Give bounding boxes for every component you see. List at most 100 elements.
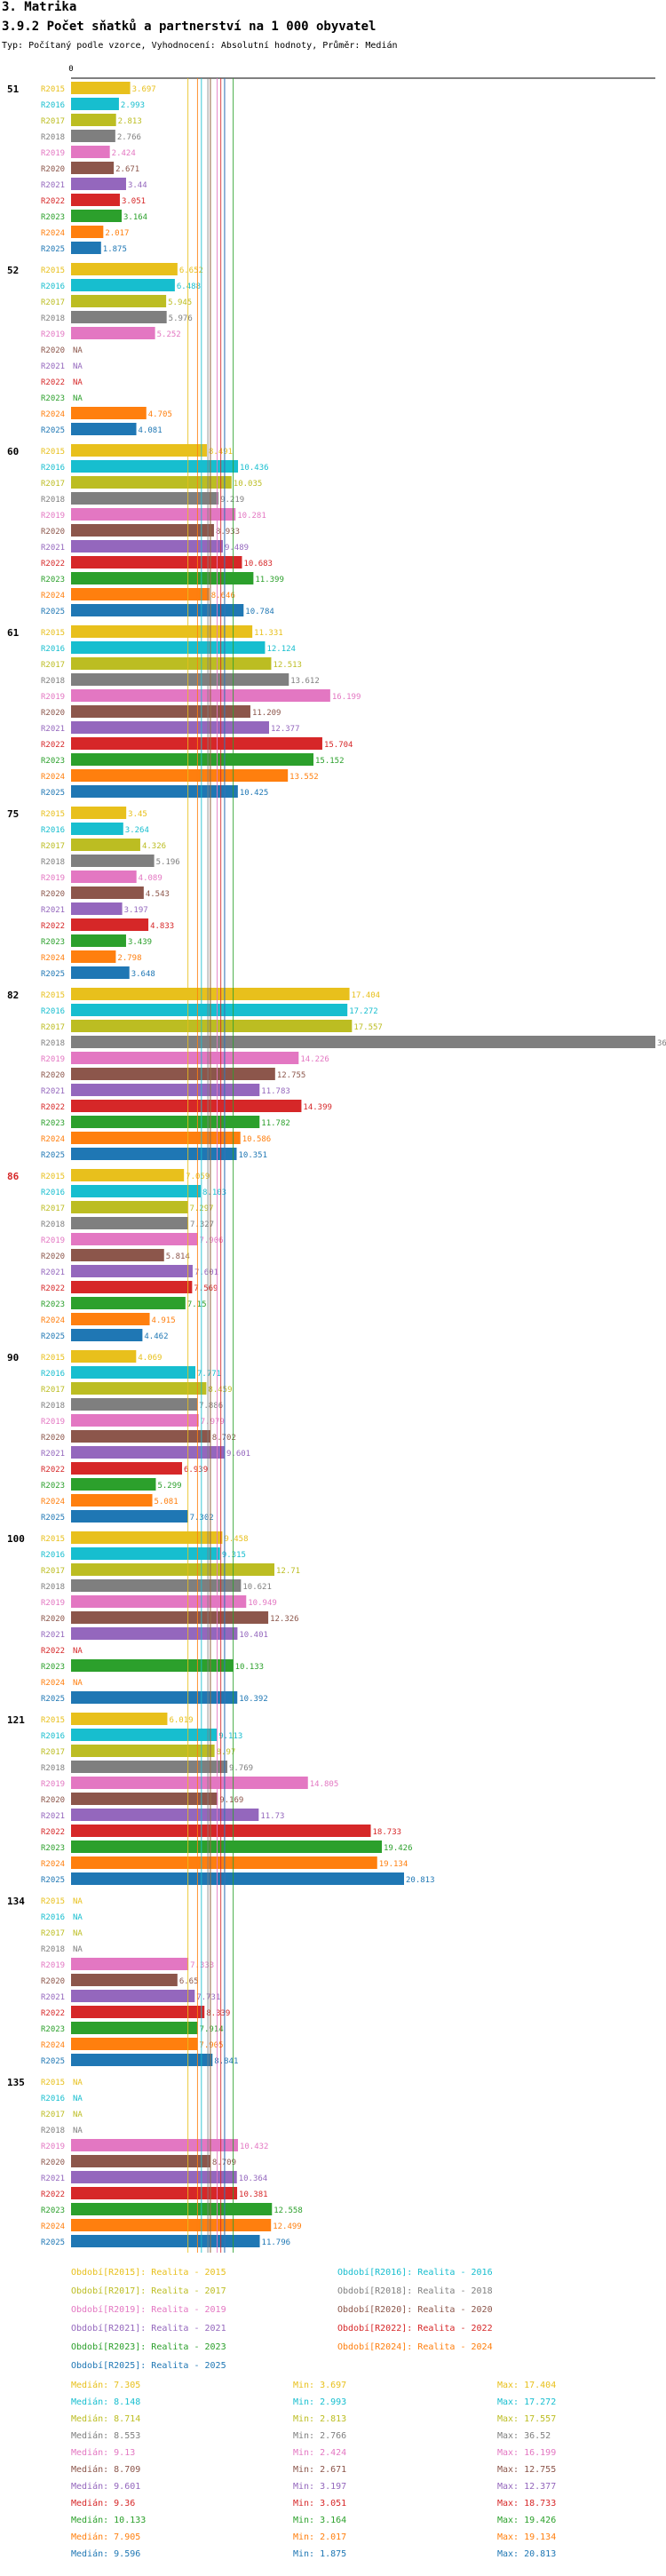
data-label: 15.152 xyxy=(315,757,345,766)
stat-median: Medián: 9.601 xyxy=(71,2482,141,2492)
series-label: R2025 xyxy=(41,245,65,254)
legend-item: Období[R2017]: Realita - 2017 xyxy=(71,2286,226,2296)
group-label: 60 xyxy=(7,446,19,457)
bar xyxy=(71,1148,237,1160)
series-label: R2023 xyxy=(41,2206,65,2215)
data-label: 7.569 xyxy=(194,1284,218,1293)
bar xyxy=(71,1510,188,1523)
data-label: 3.697 xyxy=(132,85,156,94)
series-label: R2024 xyxy=(41,1679,65,1688)
series-label: R2023 xyxy=(41,757,65,766)
bar xyxy=(71,1745,215,1757)
series-label: R2025 xyxy=(41,789,65,798)
group-label: 100 xyxy=(7,1533,25,1545)
bar xyxy=(71,839,140,851)
bar xyxy=(71,1579,242,1592)
bar xyxy=(71,1531,223,1544)
data-label: 11.783 xyxy=(261,1087,290,1096)
bar xyxy=(71,604,244,616)
bar xyxy=(71,98,119,110)
data-label: 6.939 xyxy=(184,1466,208,1475)
page-title: 3.9.2 Počet sňatků a partnerství na 1 00… xyxy=(2,20,377,34)
data-label: 12.377 xyxy=(271,725,300,734)
series-label: R2015 xyxy=(41,1897,65,1906)
stat-median: Medián: 8.709 xyxy=(71,2465,141,2475)
data-label: 11.782 xyxy=(261,1119,290,1128)
bar xyxy=(71,1217,189,1229)
data-label: 10.432 xyxy=(240,2143,269,2151)
series-label: R2025 xyxy=(41,608,65,616)
data-label: 5.196 xyxy=(156,858,180,867)
data-label: 10.621 xyxy=(242,1583,272,1592)
data-label: 9.315 xyxy=(222,1551,246,1560)
data-label: 7.731 xyxy=(196,1993,220,2002)
series-label: R2018 xyxy=(41,1402,65,1411)
data-label: 11.209 xyxy=(252,709,281,718)
series-label: R2020 xyxy=(41,165,65,174)
bar xyxy=(71,1201,188,1213)
data-label: NA xyxy=(73,2127,83,2135)
bar xyxy=(71,508,236,521)
series-label: R2020 xyxy=(41,1977,65,1986)
data-label: 8.933 xyxy=(216,528,240,537)
bar xyxy=(71,1974,178,1986)
series-label: R2025 xyxy=(41,426,65,435)
bar xyxy=(71,1329,143,1341)
data-label: 6.65 xyxy=(179,1977,199,1986)
bar xyxy=(71,1052,299,1064)
bar xyxy=(71,1446,225,1459)
bar xyxy=(71,146,110,158)
section-heading: 3. Matrika xyxy=(2,0,77,14)
data-label: 4.833 xyxy=(150,922,174,931)
series-label: R2021 xyxy=(41,2174,65,2183)
bar xyxy=(71,657,272,670)
bar xyxy=(71,1116,260,1128)
bar xyxy=(71,1068,275,1080)
data-label: 3.45 xyxy=(128,810,147,819)
data-label: 3.197 xyxy=(124,906,148,915)
data-label: 10.364 xyxy=(239,2174,268,2183)
stat-min: Min: 2.766 xyxy=(293,2431,347,2441)
series-label: R2024 xyxy=(41,1135,65,1144)
group-label: 90 xyxy=(7,1352,19,1364)
data-label: 4.705 xyxy=(148,410,172,419)
data-label: 3.264 xyxy=(125,826,149,835)
bar xyxy=(71,423,137,435)
bar xyxy=(71,1494,153,1507)
bar xyxy=(71,1084,260,1096)
data-label: 7.906 xyxy=(199,1236,223,1245)
series-label: R2015 xyxy=(41,1535,65,1544)
data-label: 18.733 xyxy=(373,1828,402,1837)
data-label: 13.612 xyxy=(290,677,320,686)
bar xyxy=(71,1872,404,1885)
bar xyxy=(71,705,250,718)
bar xyxy=(71,721,270,734)
data-label: NA xyxy=(73,1897,83,1906)
stat-max: Max: 17.404 xyxy=(497,2381,557,2390)
bar xyxy=(71,311,167,323)
stat-max: Max: 19.134 xyxy=(497,2532,557,2542)
bar xyxy=(71,689,330,702)
bar xyxy=(71,1366,196,1379)
bar xyxy=(71,769,289,782)
bar xyxy=(71,1713,168,1725)
bar xyxy=(71,327,155,339)
data-label: 11.399 xyxy=(255,576,284,584)
data-label: 7.327 xyxy=(190,1220,214,1229)
series-label: R2021 xyxy=(41,1631,65,1640)
bar xyxy=(71,1809,259,1821)
stat-max: Max: 18.733 xyxy=(497,2499,557,2508)
bar xyxy=(71,2219,272,2231)
data-label: NA xyxy=(73,1945,83,1954)
bar xyxy=(71,1004,348,1016)
data-label: 10.035 xyxy=(234,480,263,489)
series-label: R2018 xyxy=(41,1039,65,1048)
series-label: R2018 xyxy=(41,314,65,323)
data-label: 2.671 xyxy=(115,165,139,174)
series-label: R2021 xyxy=(41,725,65,734)
series-label: R2022 xyxy=(41,1466,65,1475)
series-label: R2017 xyxy=(41,117,65,126)
bar xyxy=(71,1990,195,2002)
data-label: 36.52 xyxy=(657,1039,666,1048)
data-label: NA xyxy=(73,346,83,355)
